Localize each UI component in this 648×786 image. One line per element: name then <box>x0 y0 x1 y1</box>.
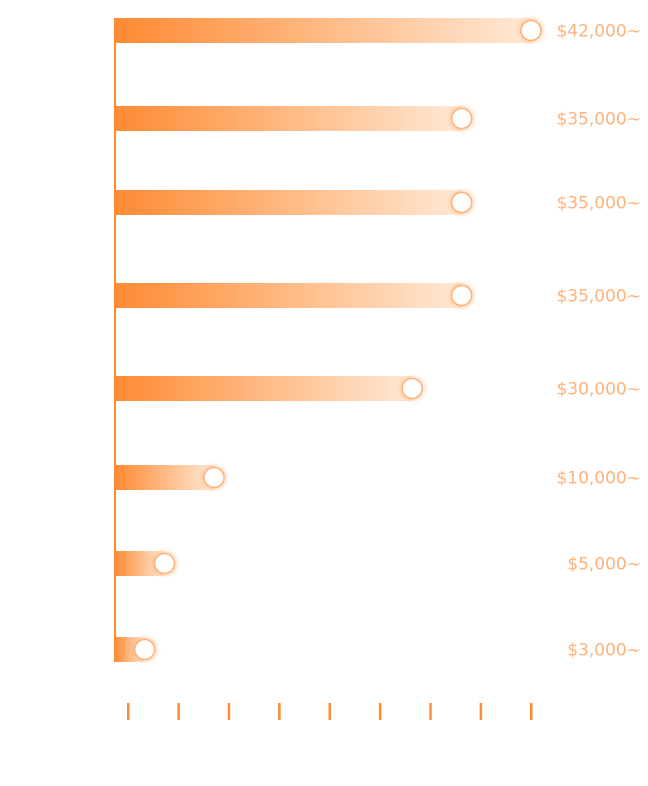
x-axis-tick <box>127 703 130 720</box>
bar-value-label: $35,000~ <box>556 287 641 307</box>
bar <box>115 376 413 401</box>
bar-value-label: $42,000~ <box>556 22 641 42</box>
x-axis-tick <box>227 703 231 720</box>
bar-knob <box>520 19 542 42</box>
bar <box>115 465 215 490</box>
x-axis-tick <box>328 703 331 720</box>
bar-value-label: $10,000~ <box>556 469 641 489</box>
x-axis-tick <box>429 703 432 720</box>
bar-knob <box>450 191 473 214</box>
bar-value-label: $30,000~ <box>556 380 641 400</box>
bar-value-label: $35,000~ <box>556 194 641 214</box>
bar-knob <box>450 284 473 307</box>
x-axis-tick <box>479 703 483 720</box>
bar-knob <box>203 466 225 489</box>
bar-knob <box>153 552 176 575</box>
x-axis-tick <box>378 703 382 720</box>
x-axis-tick <box>530 703 533 720</box>
bar-value-label: $35,000~ <box>556 110 641 130</box>
bar <box>115 190 462 215</box>
bar-knob <box>133 638 156 661</box>
bar-value-label: $3,000~ <box>567 641 641 661</box>
bar <box>115 106 462 131</box>
x-axis-tick <box>278 703 281 720</box>
bar <box>115 18 531 43</box>
bar-knob <box>401 377 423 400</box>
bar <box>115 283 462 308</box>
x-axis-tick <box>177 703 180 720</box>
bar-knob <box>450 107 473 130</box>
bar-value-label: $5,000~ <box>567 555 641 575</box>
